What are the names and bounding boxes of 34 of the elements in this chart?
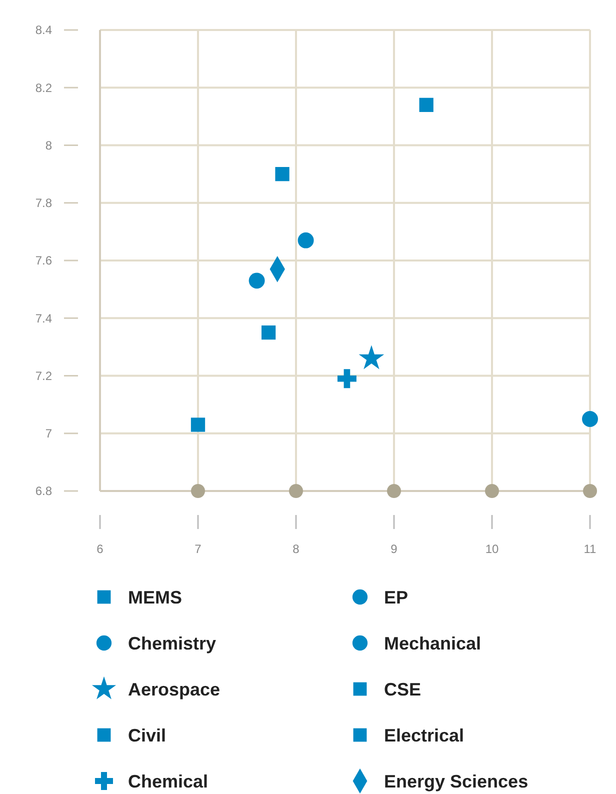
point	[190, 418, 206, 432]
point	[419, 98, 434, 112]
y-tick-label: 7.6	[35, 254, 52, 268]
legend-label: Chemistry	[128, 633, 216, 654]
legend-label: MEMS	[128, 587, 182, 608]
legend-label: Energy Sciences	[384, 771, 528, 792]
legend-label: EP	[384, 587, 408, 608]
legend-label: Chemical	[128, 771, 208, 792]
x-tick-label: 8	[292, 542, 300, 556]
legend-label: Mechanical	[384, 633, 482, 654]
x-tick-label: 7	[194, 542, 202, 556]
point	[582, 411, 598, 427]
point	[261, 325, 276, 340]
x-tick-label: 11	[584, 542, 597, 556]
x-tick-label: 6	[96, 542, 104, 556]
point	[248, 272, 265, 289]
legend-label: Aerospace	[128, 679, 220, 700]
y-tick-label: 7.8	[35, 196, 52, 210]
y-tick-label: 7.4	[35, 311, 52, 326]
legend-label: Electrical	[384, 725, 464, 746]
y-tick-label: 7.2	[35, 368, 52, 383]
legend-label: CSE	[384, 679, 422, 700]
x-tick-label: 9	[390, 542, 398, 556]
point	[298, 232, 314, 248]
y-tick-label: 6.8	[35, 484, 52, 498]
y-tick-label: 8	[45, 138, 52, 152]
point	[358, 345, 384, 370]
point	[337, 369, 356, 388]
x-tick-label: 10	[485, 542, 499, 556]
point	[275, 166, 290, 182]
y-tick-label: 7	[45, 426, 52, 441]
y-tick-label: 8.4	[35, 23, 52, 38]
legend-label: Civil	[128, 725, 166, 746]
y-tick-label: 8.2	[35, 80, 52, 95]
